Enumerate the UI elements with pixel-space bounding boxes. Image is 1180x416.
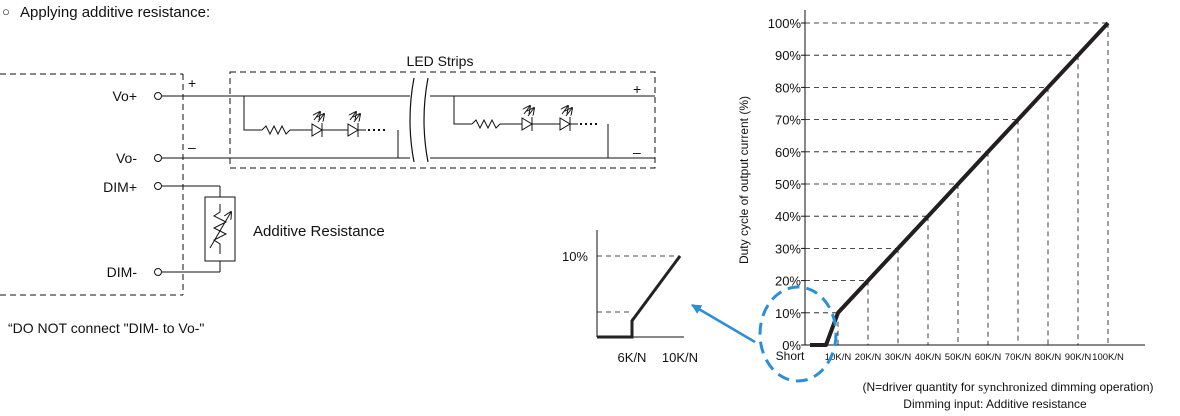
led-strips-label: LED Strips <box>407 53 474 69</box>
inset-chart: 10% 6K/N 10K/N <box>562 230 698 365</box>
bullet-icon: ○ <box>2 4 10 19</box>
terminal-circles <box>154 92 162 276</box>
x-axis-note-serif: synchronized <box>978 379 1048 394</box>
x-tick-label: 30K/N <box>885 352 912 363</box>
x-tick-label: 90K/N <box>1065 352 1092 363</box>
inset-series-line <box>597 255 682 339</box>
terminal-dim-minus: DIM- <box>107 264 138 280</box>
section-title: Applying additive resistance: <box>20 4 210 21</box>
y-tick-label: 50% <box>775 177 801 192</box>
x-axis-note-suffix: dimming operation) <box>1047 380 1153 394</box>
main-chart: 0% 10% 20% 30% 40% 50% 60% 70% 80% 90% 100% 10K/N 2… <box>737 10 1154 411</box>
led-string-2 <box>453 96 609 158</box>
y-tick-label: 90% <box>775 48 801 63</box>
strip-break-icon <box>409 74 430 166</box>
x-tick-label: 50K/N <box>945 352 972 363</box>
led-string-1 <box>243 96 399 158</box>
highlight-circle <box>758 285 838 383</box>
x-tick-label: 20K/N <box>855 352 882 363</box>
x-axis-note-prefix: (N=driver quantity for <box>862 380 978 394</box>
y-tick-label: 100% <box>768 16 802 31</box>
x-tick-label: 100K/N <box>1092 352 1124 363</box>
y-tick-label: 80% <box>775 80 801 95</box>
y-tick-label: 30% <box>775 241 801 256</box>
variable-resistor-icon <box>162 185 236 273</box>
led-strips-box <box>229 71 656 169</box>
inset-y-label: 10% <box>562 249 588 264</box>
x-tick-label: 80K/N <box>1035 352 1062 363</box>
strip-plus-sign: + <box>633 81 641 97</box>
y-axis-title: Duty cycle of output current (%) <box>737 96 751 264</box>
terminal-vo-plus: Vo+ <box>112 88 137 104</box>
x-start-label: Short <box>776 349 805 363</box>
terminal-vo-minus: Vo- <box>116 150 137 166</box>
y-tick-label: 70% <box>775 113 801 128</box>
supply-wires <box>162 95 655 159</box>
drop-lines <box>805 22 1109 345</box>
x-tick-label: 60K/N <box>975 352 1002 363</box>
y-tick-label: 10% <box>775 306 801 321</box>
x-axis-note: (N=driver quantity for synchronized dimm… <box>862 379 1153 394</box>
x-axis-title: Dimming input: Additive resistance <box>903 397 1087 411</box>
y-tick-label: 40% <box>775 209 801 224</box>
driver-minus-sign: – <box>188 139 196 155</box>
strip-minus-sign: – <box>633 144 641 160</box>
inset-x-label-10k: 10K/N <box>662 350 698 365</box>
zoom-arrow-icon <box>691 303 756 344</box>
driver-plus-sign: + <box>188 75 196 91</box>
y-ticks: 0% 10% 20% 30% 40% 50% 60% 70% 80% 90% 100% <box>768 16 805 353</box>
x-tick-label: 40K/N <box>915 352 942 363</box>
additive-resistance-label: Additive Resistance <box>253 223 385 240</box>
x-ticks: 10K/N 20K/N 30K/N 40K/N 50K/N 60K/N 70K/N 80K/N… <box>825 352 1124 363</box>
terminal-dim-plus: DIM+ <box>103 179 137 195</box>
driver-box <box>0 73 184 296</box>
x-tick-label: 10K/N <box>825 352 852 363</box>
x-tick-label: 70K/N <box>1005 352 1032 363</box>
y-tick-label: 0% <box>782 338 801 353</box>
y-tick-label: 60% <box>775 145 801 160</box>
y-tick-label: 20% <box>775 274 801 289</box>
inset-x-label-6k: 6K/N <box>618 350 647 365</box>
warning-text: “DO NOT connect "DIM- to Vo-" <box>8 320 204 336</box>
duty-cycle-line <box>810 21 1110 347</box>
